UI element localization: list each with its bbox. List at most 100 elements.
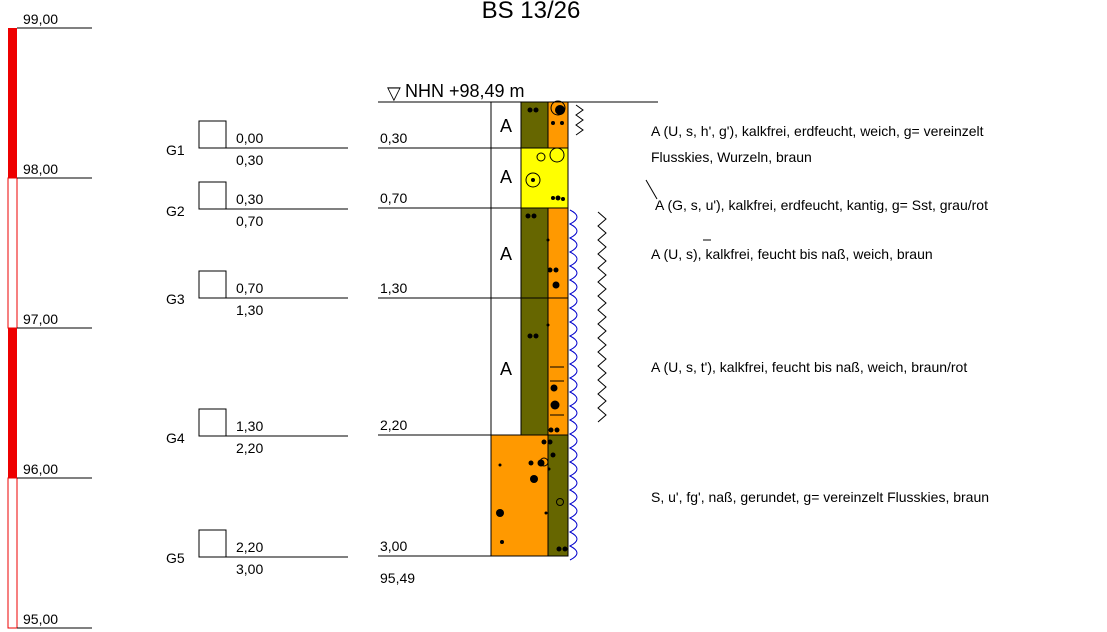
scale-tick-label: 98,00 xyxy=(23,161,58,177)
grain-dot xyxy=(528,460,534,466)
layer-boundaries: 0,30 0,70 1,30 2,20 3,00 95,49 xyxy=(378,130,491,586)
sample-marker-g2: G2 0,30 0,70 xyxy=(166,181,348,229)
ground-level-symbol: ▽ xyxy=(387,83,401,103)
sample-top-depth: 2,20 xyxy=(236,539,263,555)
grain-dot xyxy=(533,333,539,339)
sample-box xyxy=(198,120,227,149)
grain-dot xyxy=(551,121,555,125)
grain-dot xyxy=(547,267,553,273)
gravel-ring xyxy=(556,498,564,506)
gravel-dot xyxy=(550,384,558,392)
log-title: BS 13/26 xyxy=(482,0,581,24)
layer-description-continued: Flusskies, Wurzeln, braun xyxy=(651,149,812,165)
sample-top-depth: 0,00 xyxy=(236,130,263,146)
gravel-dot xyxy=(550,400,560,410)
scale-segment-empty xyxy=(7,477,18,629)
grain-dot xyxy=(547,439,553,445)
gravel-dot xyxy=(496,509,504,517)
sample-bottom-depth: 1,30 xyxy=(236,302,263,318)
sample-top-depth: 1,30 xyxy=(236,418,263,434)
grain-dot xyxy=(547,467,551,471)
gravel-ring xyxy=(539,457,549,467)
ground-level-label: NHN +98,49 m xyxy=(405,81,525,101)
soil-layer-4: A xyxy=(490,297,569,436)
gravel-dot xyxy=(531,178,535,182)
end-elevation-label: 95,49 xyxy=(380,570,415,586)
gravel-dot xyxy=(537,459,545,467)
gravel-ring xyxy=(549,147,565,163)
gravel-ring xyxy=(550,100,566,116)
soil-layer-3: A xyxy=(490,207,569,299)
layer-depth-label: 1,30 xyxy=(380,280,407,296)
grain-dot xyxy=(562,546,568,552)
layer-code: A xyxy=(500,359,512,379)
sample-top-depth: 0,30 xyxy=(236,191,263,207)
grain-dot xyxy=(561,197,565,201)
grain-dot xyxy=(555,195,561,201)
scale-tick-label: 95,00 xyxy=(23,611,58,627)
grain-dot xyxy=(546,323,550,327)
layer-code: A xyxy=(500,244,512,264)
silt-band xyxy=(520,297,549,436)
gravel-ring xyxy=(525,172,541,188)
soil-layer-5 xyxy=(490,434,569,557)
scale-tick-label: 97,00 xyxy=(23,311,58,327)
gravel-dot xyxy=(552,281,560,289)
sample-marker-g3: G3 0,70 1,30 xyxy=(166,270,348,318)
water-wave-icon xyxy=(568,209,578,561)
description-leader-line xyxy=(645,179,658,200)
sample-marker-g5: G5 2,20 3,00 xyxy=(166,529,348,577)
sample-box xyxy=(198,181,227,210)
sample-marker-g1: G1 0,00 0,30 xyxy=(166,120,348,168)
scale-segment-empty xyxy=(7,177,18,329)
sample-id: G2 xyxy=(166,203,185,219)
sample-id: G4 xyxy=(166,430,185,446)
sample-box xyxy=(198,408,227,437)
grain-dot xyxy=(525,213,531,219)
grain-dot xyxy=(527,107,533,113)
silt-band xyxy=(547,434,569,557)
grain-dot xyxy=(531,213,537,219)
ground-level: ▽ NHN +98,49 m xyxy=(378,81,658,103)
gravel-dot xyxy=(555,105,565,115)
scale-segment-filled xyxy=(8,328,17,478)
grain-dot xyxy=(541,439,547,445)
layer-depth-label: 0,30 xyxy=(380,130,407,146)
layer-description: A (G, s, u'), kalkfrei, erdfeucht, kanti… xyxy=(655,197,988,213)
grain-dot xyxy=(553,267,559,273)
scale-segment-filled xyxy=(8,28,17,178)
sample-id: G3 xyxy=(166,291,185,307)
sample-box xyxy=(198,529,227,558)
layer-depth-label: 2,20 xyxy=(380,417,407,433)
layer-description: A (U, s), kalkfrei, feucht bis naß, weic… xyxy=(651,246,933,262)
scale-tick-label: 96,00 xyxy=(23,461,58,477)
sample-marker-g4: G4 1,30 2,20 xyxy=(166,408,348,456)
grain-dot xyxy=(527,333,533,339)
soil-column: A A A xyxy=(490,100,569,557)
grain-dot xyxy=(551,196,555,200)
layer-description: A (U, s, h', g'), kalkfrei, erdfeucht, w… xyxy=(651,123,984,139)
scale-tick-label: 99,00 xyxy=(23,11,58,27)
moisture-zigzag-icon xyxy=(575,104,584,136)
grain-dot xyxy=(546,238,550,242)
sample-bottom-depth: 0,70 xyxy=(236,213,263,229)
soil-layer-1: A xyxy=(490,100,569,149)
sample-box xyxy=(198,270,227,299)
grain-dot xyxy=(544,511,548,515)
layer-descriptions: A (U, s, h', g'), kalkfrei, erdfeucht, w… xyxy=(645,123,989,505)
grain-dot xyxy=(500,540,504,544)
sand-band xyxy=(490,434,549,557)
layer-code-cell xyxy=(490,297,522,436)
moisture-zigzag-icon xyxy=(597,211,607,423)
layer-code: A xyxy=(500,167,512,187)
elevation-scale: 99,00 98,00 97,00 96,00 95,00 xyxy=(7,11,92,629)
layer-description: S, u', fg', naß, gerundet, g= vereinzelt… xyxy=(651,489,989,505)
sample-bottom-depth: 0,30 xyxy=(236,152,263,168)
grain-dot xyxy=(550,452,556,458)
sample-id: G5 xyxy=(166,550,185,566)
silt-band xyxy=(520,207,549,299)
soil-layer-2: A xyxy=(490,147,569,209)
gravel-ring xyxy=(536,152,546,162)
grain-dot xyxy=(560,121,564,125)
sample-id: G1 xyxy=(166,142,185,158)
